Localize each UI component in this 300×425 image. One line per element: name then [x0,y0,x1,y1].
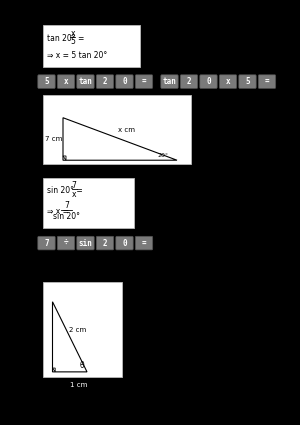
FancyBboxPatch shape [43,178,134,228]
Text: =: = [142,238,146,248]
Text: 5: 5 [44,77,49,86]
Text: 7 cm: 7 cm [45,136,63,142]
Text: 5: 5 [70,37,75,46]
Text: ÷: ÷ [64,238,68,248]
Text: 0: 0 [206,77,211,86]
FancyBboxPatch shape [77,236,94,250]
Text: sin 20°: sin 20° [53,212,80,221]
Text: sin: sin [79,238,92,248]
Text: x cm: x cm [118,127,134,133]
Text: 5: 5 [245,77,250,86]
Text: 0: 0 [122,238,127,248]
FancyBboxPatch shape [57,75,75,88]
Text: 2: 2 [187,77,191,86]
Text: tan 20° =: tan 20° = [47,34,87,43]
Text: 2: 2 [103,77,107,86]
Text: x: x [64,77,68,86]
Text: x: x [72,190,76,199]
FancyBboxPatch shape [135,75,153,88]
Text: tan: tan [79,77,92,86]
Text: x: x [226,77,230,86]
Text: 7: 7 [72,181,76,190]
FancyBboxPatch shape [219,75,237,88]
Text: 1 cm: 1 cm [70,382,87,388]
FancyBboxPatch shape [43,95,191,164]
FancyBboxPatch shape [96,75,114,88]
FancyBboxPatch shape [43,282,122,377]
FancyBboxPatch shape [38,75,55,88]
Text: ⇒ x =: ⇒ x = [47,207,71,216]
Text: 7: 7 [64,201,69,210]
Text: θ: θ [79,361,84,371]
FancyBboxPatch shape [43,25,140,67]
Text: 20°: 20° [158,153,169,158]
FancyBboxPatch shape [180,75,198,88]
FancyBboxPatch shape [161,75,178,88]
Text: 2 cm: 2 cm [69,327,86,334]
FancyBboxPatch shape [57,236,75,250]
Text: ⇒ x = 5 tan 20°: ⇒ x = 5 tan 20° [47,51,107,60]
FancyBboxPatch shape [200,75,217,88]
FancyBboxPatch shape [116,75,133,88]
Text: 7: 7 [44,238,49,248]
Text: tan: tan [163,77,176,86]
FancyBboxPatch shape [77,75,94,88]
Text: 0: 0 [122,77,127,86]
FancyBboxPatch shape [96,236,114,250]
Text: =: = [142,77,146,86]
FancyBboxPatch shape [38,236,55,250]
FancyBboxPatch shape [135,236,153,250]
Text: 2: 2 [103,238,107,248]
FancyBboxPatch shape [258,75,276,88]
FancyBboxPatch shape [239,75,256,88]
Text: x: x [70,29,75,38]
Text: sin 20° =: sin 20° = [47,186,85,195]
FancyBboxPatch shape [116,236,133,250]
Text: =: = [265,77,269,86]
